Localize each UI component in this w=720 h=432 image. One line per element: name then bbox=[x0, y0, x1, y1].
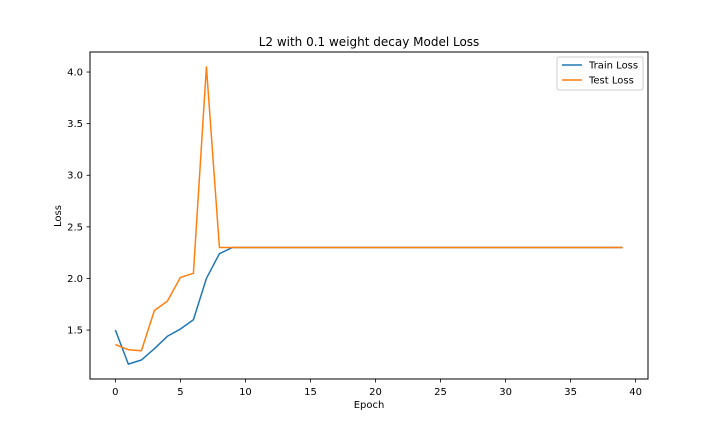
y-tick-label: 2.0 bbox=[67, 274, 83, 285]
y-tick-label: 1.5 bbox=[67, 326, 83, 337]
x-tick-label: 15 bbox=[304, 387, 317, 398]
x-tick-label: 5 bbox=[177, 387, 183, 398]
y-axis-label: Loss bbox=[53, 205, 64, 227]
series-line-test-loss bbox=[115, 66, 623, 352]
y-tick-label: 3.5 bbox=[67, 119, 83, 130]
legend: Train Loss Test Loss bbox=[556, 56, 644, 91]
chart-title: L2 with 0.1 weight decay Model Loss bbox=[259, 35, 480, 49]
x-tick-label: 0 bbox=[112, 387, 118, 398]
x-tick-label: 35 bbox=[564, 387, 577, 398]
x-axis-label: Epoch bbox=[354, 400, 385, 411]
series-line-train-loss bbox=[114, 246, 623, 365]
x-tick-label: 20 bbox=[369, 387, 382, 398]
x-tick-label: 25 bbox=[434, 387, 447, 398]
y-tick-label: 2.5 bbox=[67, 222, 83, 233]
legend-label-train-loss: Train Loss bbox=[588, 61, 638, 72]
y-tick-label: 3.0 bbox=[67, 171, 83, 182]
x-tick-label: 30 bbox=[499, 387, 512, 398]
y-tick-label: 4.0 bbox=[67, 68, 83, 79]
axes-frame bbox=[89, 51, 649, 380]
x-tick-label: 40 bbox=[629, 387, 642, 398]
legend-label-test-loss: Test Loss bbox=[588, 76, 634, 87]
plot-area bbox=[114, 66, 623, 365]
x-tick-label: 10 bbox=[239, 387, 252, 398]
